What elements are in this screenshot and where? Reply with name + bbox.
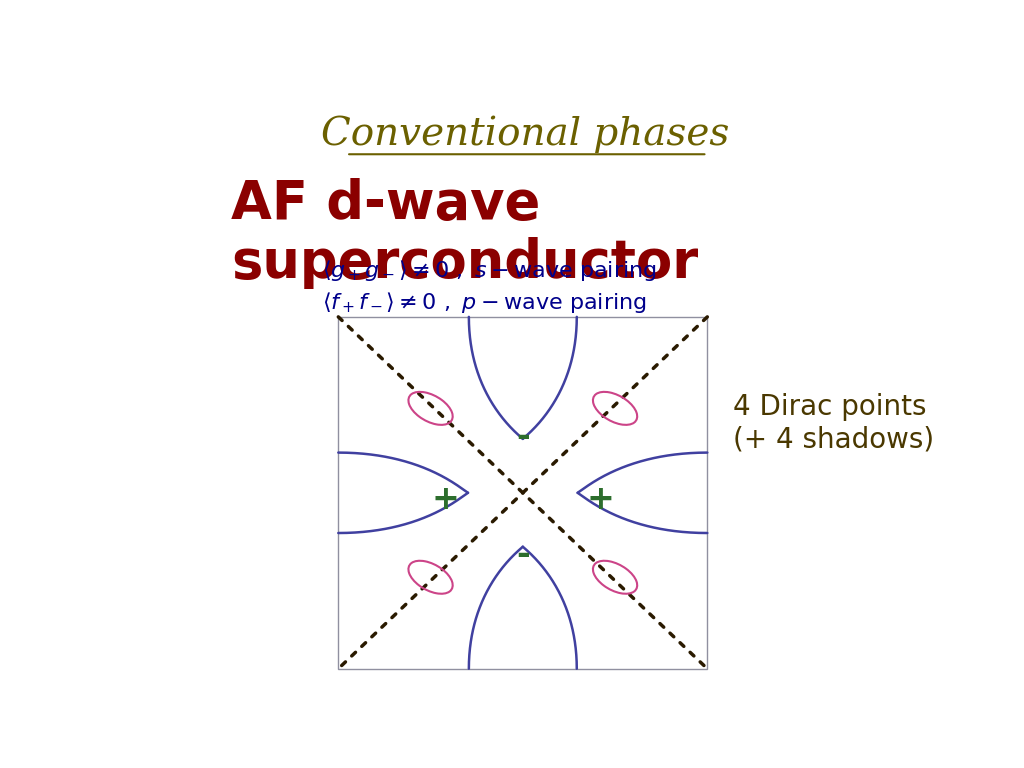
Text: AF d-wave: AF d-wave	[231, 178, 541, 230]
Text: +: +	[431, 483, 459, 516]
Text: -: -	[516, 420, 529, 453]
Text: $\langle f_+f_-\rangle \neq 0\ ,\ p-{\rm wave\ pairing}$: $\langle f_+f_-\rangle \neq 0\ ,\ p-{\rm…	[323, 290, 647, 316]
Text: Conventional phases: Conventional phases	[321, 116, 729, 154]
Bar	[338, 317, 708, 669]
Text: $\langle g_+g_-\rangle \neq 0\ ,\ s-{\rm wave\ pairing}$: $\langle g_+g_-\rangle \neq 0\ ,\ s-{\rm…	[323, 258, 657, 283]
Text: superconductor: superconductor	[231, 237, 698, 289]
Text: +: +	[587, 483, 614, 516]
Text: 4 Dirac points
(+ 4 shadows): 4 Dirac points (+ 4 shadows)	[733, 393, 934, 454]
Text: -: -	[516, 538, 529, 571]
